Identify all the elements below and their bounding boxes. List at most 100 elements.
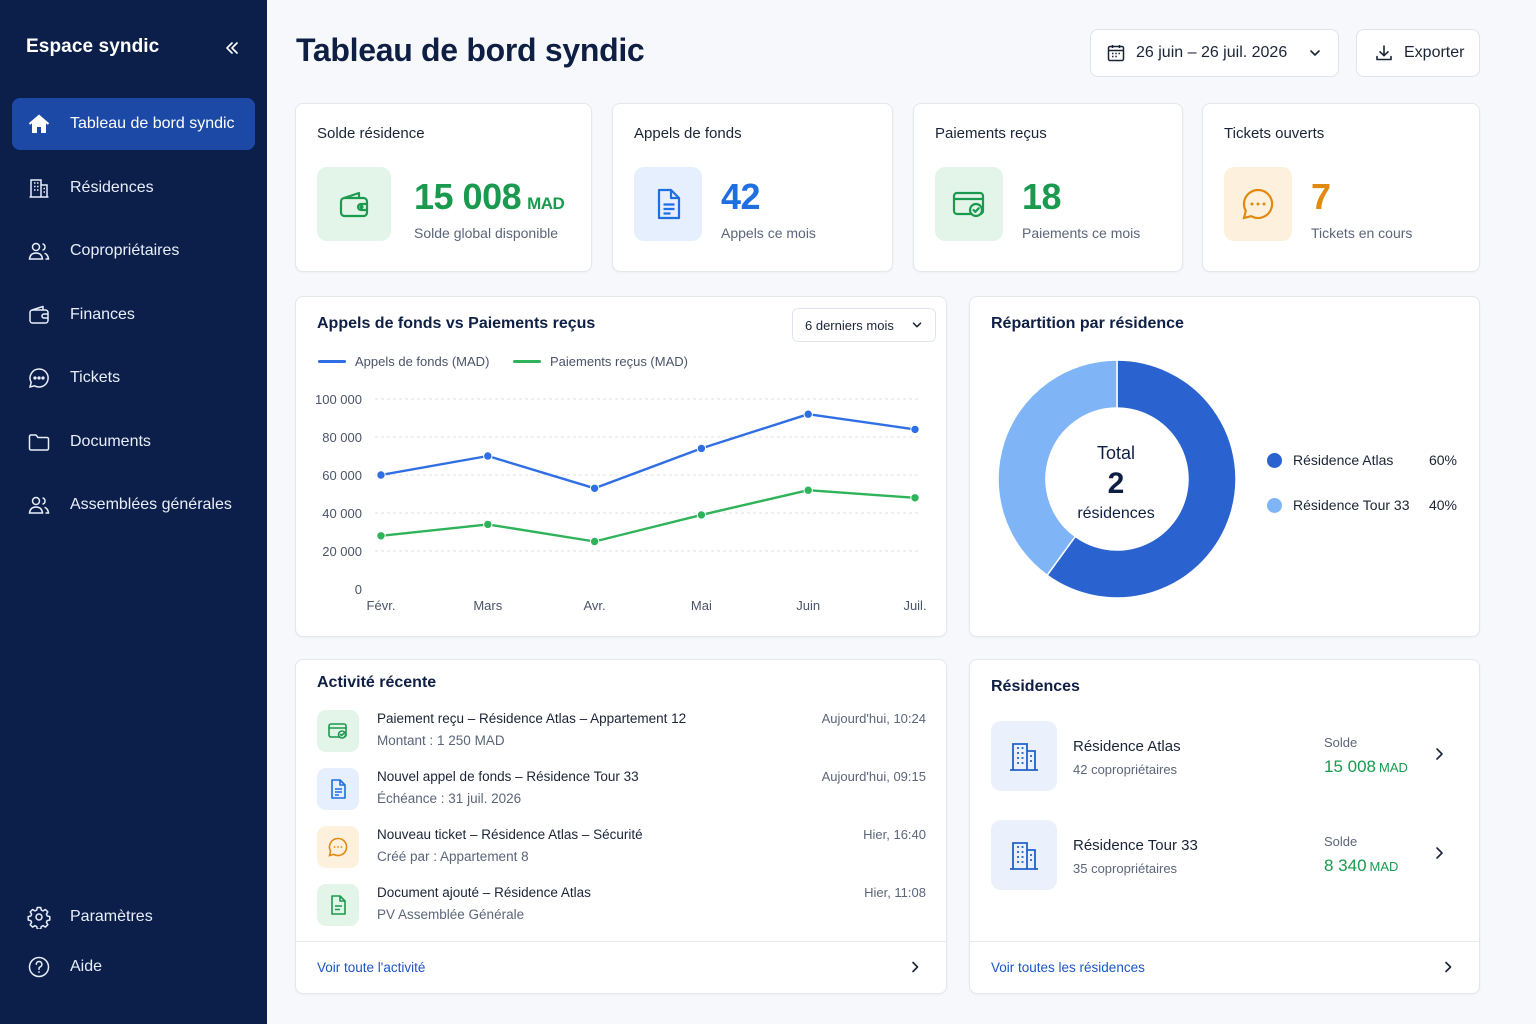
building-icon	[1010, 842, 1038, 870]
sidebar-item-label: Paramètres	[70, 908, 153, 925]
chevron-down-icon	[1310, 50, 1320, 56]
activity-title-text: Paiement reçu – Résidence Atlas – Appart…	[377, 711, 687, 726]
activity-item[interactable]: Nouveau ticket – Résidence Atlas – Sécur…	[317, 824, 926, 872]
data-point[interactable]	[483, 519, 493, 530]
y-tick-label: 0	[355, 582, 362, 597]
y-tick-label: 60 000	[322, 468, 362, 483]
sidebar-item-assemblees[interactable]: Assemblées générales	[12, 479, 255, 531]
activity-time: Hier, 11:08	[864, 885, 926, 900]
data-point[interactable]	[589, 536, 600, 547]
y-tick-label: 20 000	[322, 544, 362, 559]
data-point[interactable]	[910, 424, 920, 435]
donut-slice-tour33[interactable]	[997, 359, 1118, 577]
folder-icon	[26, 429, 52, 455]
donut-slice-atlas[interactable]	[1046, 359, 1237, 599]
brand-title: Espace syndic	[26, 36, 160, 57]
export-label: Exporter	[1404, 44, 1465, 61]
sidebar-item-residences[interactable]: Résidences	[12, 162, 255, 214]
activity-time: Aujourd'hui, 10:24	[821, 711, 926, 726]
y-tick-label: 40 000	[322, 506, 362, 521]
date-range-picker[interactable]: 26 juin – 26 juil. 2026	[1090, 29, 1339, 77]
page-title: Tableau de bord syndic	[296, 32, 645, 68]
data-point[interactable]	[376, 470, 386, 480]
kpi-icon-box	[634, 167, 702, 241]
sidebar-item-parametres[interactable]: Paramètres	[12, 892, 255, 942]
document-icon	[331, 779, 346, 799]
data-point[interactable]	[589, 483, 600, 494]
activity-subtitle: Montant : 1 250 MAD	[377, 733, 505, 748]
residence-owners: 35 copropriétaires	[1073, 861, 1178, 876]
activity-item[interactable]: Nouvel appel de fonds – Résidence Tour 3…	[317, 766, 926, 814]
gear-icon	[26, 904, 52, 930]
kpi-number: 42	[721, 176, 761, 217]
sidebar-item-documents[interactable]: Documents	[12, 416, 255, 468]
kpi-icon-box	[317, 167, 391, 241]
data-point[interactable]	[696, 443, 707, 454]
kpi-title: Appels de fonds	[634, 125, 742, 142]
sidebar-nav: Tableau de bord syndic Résidences Coprop…	[12, 98, 255, 543]
sidebar-item-finances[interactable]: Finances	[12, 289, 255, 341]
data-point[interactable]	[803, 485, 813, 495]
kpi-number: 7	[1311, 176, 1331, 217]
sidebar-item-coproprietaires[interactable]: Copropriétaires	[12, 225, 255, 277]
chart-title: Répartition par résidence	[991, 315, 1184, 332]
sidebar-item-label: Finances	[70, 305, 135, 323]
wallet-icon	[26, 302, 52, 328]
data-point[interactable]	[910, 493, 920, 503]
sidebar-item-label: Tableau de bord syndic	[70, 115, 235, 132]
collapse-sidebar-button[interactable]	[220, 36, 244, 60]
residences-title: Résidences	[991, 678, 1080, 695]
kpi-subtitle: Paiements ce mois	[1022, 225, 1141, 241]
donut-center-label: Total	[1096, 443, 1136, 463]
balance-number: 8 340	[1324, 856, 1367, 875]
view-all-residences-label: Voir toutes les résidences	[991, 960, 1145, 975]
kpi-subtitle: Appels ce mois	[721, 225, 816, 241]
help-icon	[26, 954, 52, 980]
sidebar-item-aide[interactable]: Aide	[12, 942, 255, 992]
export-button[interactable]: Exporter	[1356, 29, 1480, 77]
activity-item[interactable]: Paiement reçu – Résidence Atlas – Appart…	[317, 708, 926, 756]
sidebar: Espace syndic Tableau de bord syndic Rés…	[0, 0, 267, 1024]
activity-title-text: Document ajouté – Résidence Atlas	[377, 885, 591, 900]
legend-swatch	[513, 360, 541, 363]
legend-item-paiements: Paiements reçus (MAD)	[513, 354, 688, 369]
activity-icon-box	[317, 884, 359, 926]
kpi-card-solde: Solde résidence 15 008 MAD Solde global d…	[295, 103, 592, 272]
residence-name: Résidence Tour 33	[1073, 837, 1198, 854]
document-icon	[657, 188, 681, 220]
legend-dot	[1267, 452, 1282, 468]
data-point[interactable]	[696, 510, 707, 520]
activity-icon-box	[317, 768, 359, 810]
activity-time: Aujourd'hui, 09:15	[821, 769, 926, 784]
activity-card: Activité récente Paiement reçu – Résiden…	[295, 659, 947, 994]
sidebar-item-tickets[interactable]: Tickets	[12, 352, 255, 404]
residence-balance-label: Solde	[1324, 834, 1358, 849]
chevron-right-icon	[1436, 847, 1443, 859]
data-point[interactable]	[483, 451, 493, 461]
view-all-activity-label: Voir toute l'activité	[317, 960, 426, 975]
chevron-right-icon	[1445, 961, 1452, 973]
series-line-appels	[380, 412, 916, 490]
view-all-residences-link[interactable]: Voir toutes les résidences	[970, 941, 1479, 993]
data-point[interactable]	[803, 409, 813, 419]
activity-item[interactable]: Document ajouté – Résidence Atlas PV Ass…	[317, 882, 926, 930]
residence-item-tour33[interactable]: Résidence Tour 33 35 copropriétaires Sol…	[991, 820, 1457, 890]
calendar-icon	[1107, 45, 1125, 62]
legend-label: Paiements reçus (MAD)	[550, 354, 688, 369]
kpi-subtitle: Tickets en cours	[1311, 225, 1413, 241]
payment-check-icon	[952, 191, 985, 218]
period-select[interactable]: 6 derniers mois	[792, 308, 936, 342]
activity-subtitle: Créé par : Appartement 8	[377, 849, 529, 864]
legend-label: Résidence Atlas	[1293, 452, 1394, 468]
donut-legend-item-tour33: Résidence Tour 33 40%	[1267, 497, 1457, 513]
residence-item-atlas[interactable]: Résidence Atlas 42 copropriétaires Solde…	[991, 721, 1457, 791]
chart-title: Appels de fonds vs Paiements reçus	[317, 315, 596, 332]
sidebar-item-label: Tickets	[70, 369, 121, 386]
data-point[interactable]	[376, 531, 386, 541]
x-tick-label: Juil.	[903, 598, 926, 613]
period-select-label: 6 derniers mois	[805, 317, 894, 333]
building-icon	[26, 175, 52, 201]
residence-owners: 42 copropriétaires	[1073, 762, 1178, 777]
view-all-activity-link[interactable]: Voir toute l'activité	[296, 941, 946, 993]
sidebar-item-dashboard[interactable]: Tableau de bord syndic	[12, 98, 255, 150]
